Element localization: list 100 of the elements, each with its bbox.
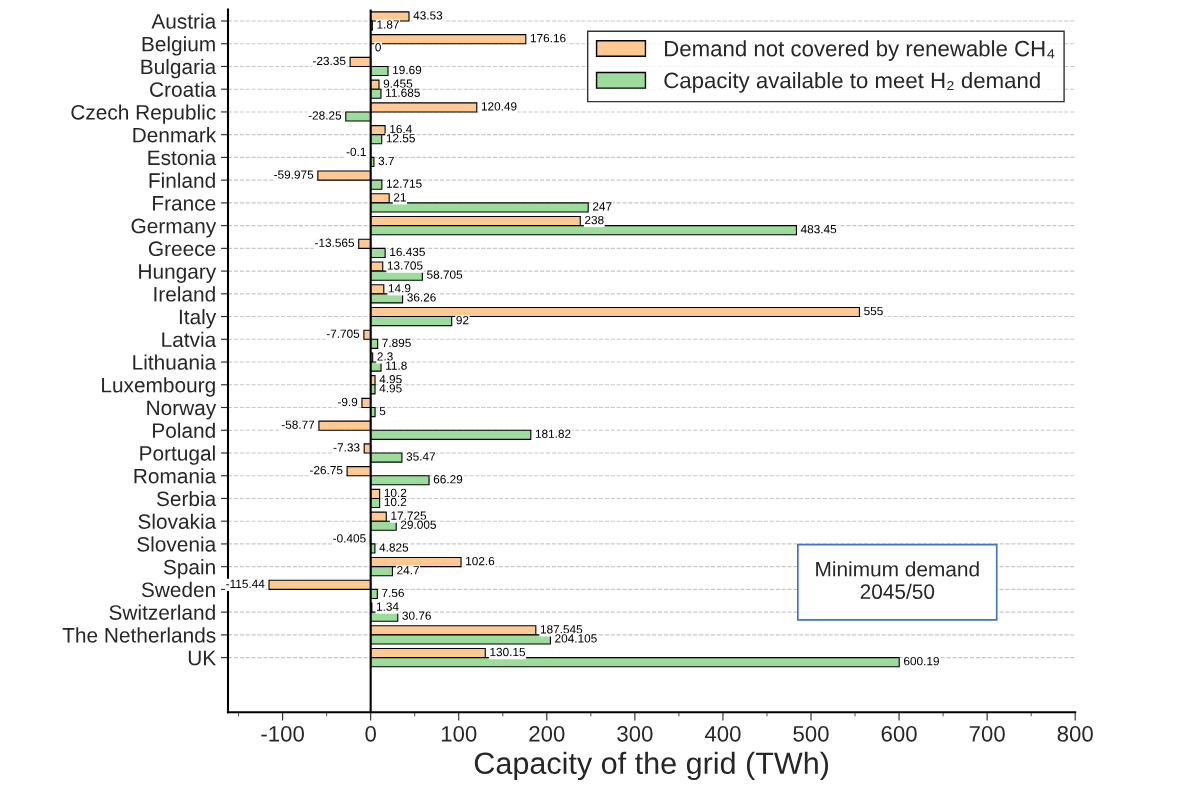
data-label: 92 <box>456 315 469 325</box>
data-label: 1.87 <box>377 20 399 29</box>
data-label: 13.705 <box>387 261 423 270</box>
y-tick-label: Serbia <box>156 490 217 507</box>
data-label: 9.455 <box>383 79 413 88</box>
y-tick-label: Slovakia <box>138 513 217 529</box>
data-label: 555 <box>864 306 883 316</box>
data-label: 0 <box>375 43 381 52</box>
x-tick-label: 100 <box>441 725 477 742</box>
data-label: 24.7 <box>397 566 419 575</box>
x-tick-label: -100 <box>261 725 304 742</box>
y-tick-label: UK <box>188 650 216 666</box>
y-tick-label: Latvia <box>162 331 217 348</box>
data-label: 17.725 <box>391 511 427 520</box>
y-tick-label: Bulgaria <box>141 58 217 79</box>
data-label: 120.49 <box>481 102 517 111</box>
x-tick-label: 400 <box>704 725 741 742</box>
data-label: 4.95 <box>379 384 402 393</box>
data-label: 2.3 <box>377 352 393 361</box>
y-tick-label: Portugal <box>140 445 215 465</box>
data-label: 600.19 <box>904 656 939 666</box>
y-tick-label: Germany <box>131 218 217 238</box>
y-tick-label: Luxembourg <box>102 377 215 397</box>
data-label: -0.405 <box>333 534 366 543</box>
y-tick-label: Lithuania <box>133 354 217 370</box>
y-tick-label: France <box>153 196 216 211</box>
x-tick-label: 500 <box>793 725 829 742</box>
x-tick-label: 800 <box>1057 725 1093 742</box>
data-label: 14.9 <box>388 284 411 293</box>
data-label: -9.9 <box>337 397 358 407</box>
data-label: 3.7 <box>378 156 394 166</box>
y-tick-label: Estonia <box>148 149 217 166</box>
x-tick-label: 600 <box>881 725 917 742</box>
data-label: -59.975 <box>274 170 314 179</box>
annotation: Minimum demand 2045/50 <box>816 561 979 600</box>
data-label: -23.35 <box>312 56 346 66</box>
data-label: 247 <box>592 202 612 211</box>
y-tick-label: Finland <box>149 172 215 188</box>
x-tick-label: 0 <box>365 725 376 742</box>
y-tick-label: Hungary <box>139 264 217 283</box>
data-label: -0.1 <box>346 147 366 157</box>
data-label: -28.25 <box>308 111 342 120</box>
data-label: 1.34 <box>376 602 399 611</box>
y-tick-label: Switzerland <box>109 604 215 620</box>
data-label: 204.105 <box>555 634 597 643</box>
y-tick-label: Slovenia <box>137 536 217 552</box>
data-label: 66.29 <box>433 475 463 484</box>
x-tick-label: 700 <box>969 725 1005 742</box>
data-label: 21 <box>393 193 406 202</box>
x-axis-title: Capacity of the grid (TWh) <box>474 751 829 781</box>
legend-label: Demand not covered by renewable CH₄ <box>665 40 1055 61</box>
y-tick-label: Norway <box>147 400 217 420</box>
y-tick-label: Belgium <box>142 36 215 56</box>
data-label: 187.545 <box>540 625 583 634</box>
y-tick-label: Austria <box>151 13 217 29</box>
data-label: 176.16 <box>530 33 566 43</box>
legend-label: Capacity available to meet H₂ demand <box>664 71 1040 93</box>
y-tick-label: The Netherlands <box>62 627 216 643</box>
data-label: 16.435 <box>390 247 425 257</box>
data-label: -26.75 <box>310 465 343 475</box>
y-tick-label: Poland <box>153 422 215 438</box>
data-label: 10.2 <box>384 497 407 507</box>
y-tick-label: Spain <box>163 559 215 579</box>
y-tick-label: Ireland <box>154 286 215 302</box>
y-tick-label: Croatia <box>150 81 217 97</box>
data-label: 19.69 <box>393 65 422 75</box>
data-label: 4.825 <box>379 543 409 552</box>
data-label: 7.895 <box>382 338 411 348</box>
data-label: 7.56 <box>382 588 404 598</box>
data-label: -115.44 <box>226 579 265 589</box>
data-label: 130.15 <box>490 647 526 657</box>
data-label: 11.8 <box>386 361 407 370</box>
x-tick-label: 200 <box>529 725 565 742</box>
x-tick-label: 300 <box>617 725 653 742</box>
y-tick-label: Czech Republic <box>71 104 216 124</box>
data-label: 58.705 <box>427 270 463 279</box>
data-label: 35.47 <box>406 452 436 461</box>
y-tick-label: Denmark <box>133 127 217 143</box>
data-label: 16.4 <box>390 124 412 134</box>
data-label: 10.2 <box>384 488 407 498</box>
data-label: 238 <box>585 215 604 225</box>
data-label: 5 <box>379 406 386 416</box>
y-tick-label: Italy <box>179 309 217 329</box>
data-label: -58.77 <box>281 420 315 429</box>
y-tick-label: Romania <box>134 468 217 484</box>
data-label: 29.005 <box>400 520 436 529</box>
data-label: 12.55 <box>386 134 415 143</box>
data-label: 483.45 <box>800 224 837 234</box>
y-tick-label: Sweden <box>141 581 215 598</box>
data-label: -13.565 <box>315 238 355 247</box>
data-label: 43.53 <box>413 11 443 20</box>
data-label: 181.82 <box>535 429 571 438</box>
y-tick-label: Greece <box>148 241 216 257</box>
data-label: 102.6 <box>466 556 495 566</box>
data-label: -7.705 <box>326 329 360 338</box>
data-label: 4.95 <box>379 375 402 384</box>
data-label: 36.26 <box>407 293 436 302</box>
data-label: 12.715 <box>386 179 422 188</box>
data-label: -7.33 <box>333 443 360 452</box>
data-label: 11.685 <box>386 88 420 97</box>
